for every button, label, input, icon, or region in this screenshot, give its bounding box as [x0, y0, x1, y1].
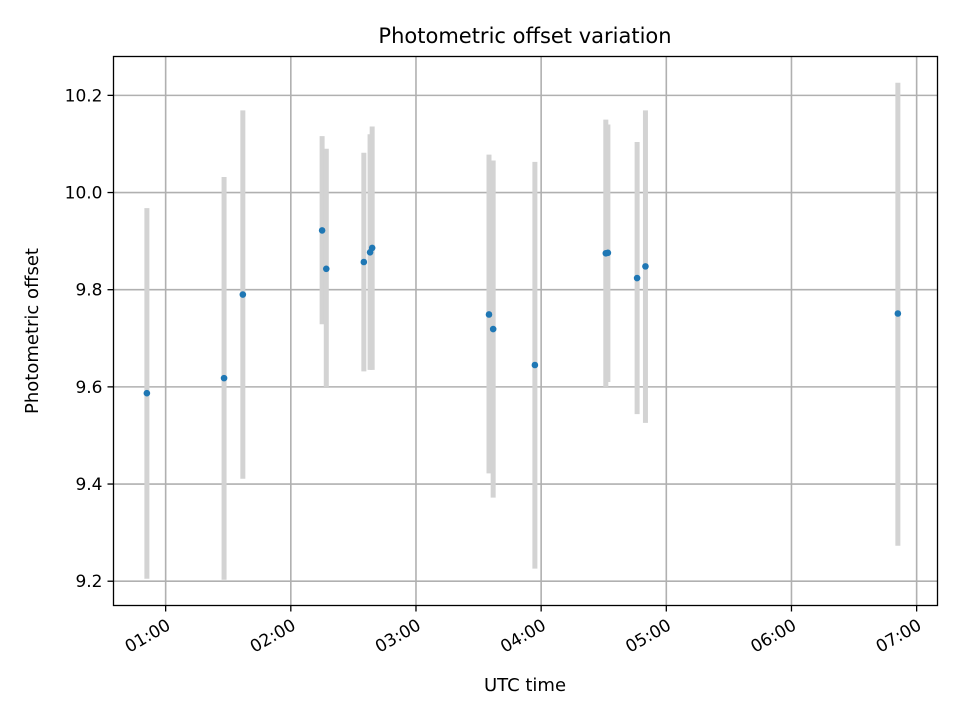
data-point	[642, 263, 649, 270]
plot-area-frame	[112, 55, 939, 607]
data-point	[489, 325, 497, 333]
chart-title: Photometric offset variation	[378, 24, 671, 48]
data-point	[531, 361, 539, 369]
data-point	[318, 227, 326, 234]
data-point	[604, 249, 612, 257]
grid	[113, 56, 938, 606]
data-point	[368, 244, 376, 252]
data-point	[894, 310, 902, 317]
data-point	[143, 389, 151, 397]
data-point	[360, 258, 368, 266]
data-point	[485, 311, 493, 318]
y-tick-label: 9.6	[75, 378, 102, 398]
y-axis-ticks: 9.2 9.4 9.6 9.8 10.0 10.2	[65, 86, 114, 592]
y-tick-label: 9.8	[75, 281, 102, 301]
data-point	[322, 265, 330, 273]
y-tick-label: 9.2	[75, 572, 102, 592]
x-axis-label: UTC time	[484, 675, 566, 696]
data-point	[633, 274, 641, 282]
data-point	[239, 291, 247, 298]
y-tick-label: 10.2	[65, 86, 103, 106]
y-axis-label: Photometric offset	[22, 248, 43, 414]
y-tick-label: 9.4	[75, 475, 102, 495]
data-point	[220, 374, 228, 382]
y-tick-label: 10.0	[65, 184, 103, 204]
data-points	[143, 227, 902, 397]
